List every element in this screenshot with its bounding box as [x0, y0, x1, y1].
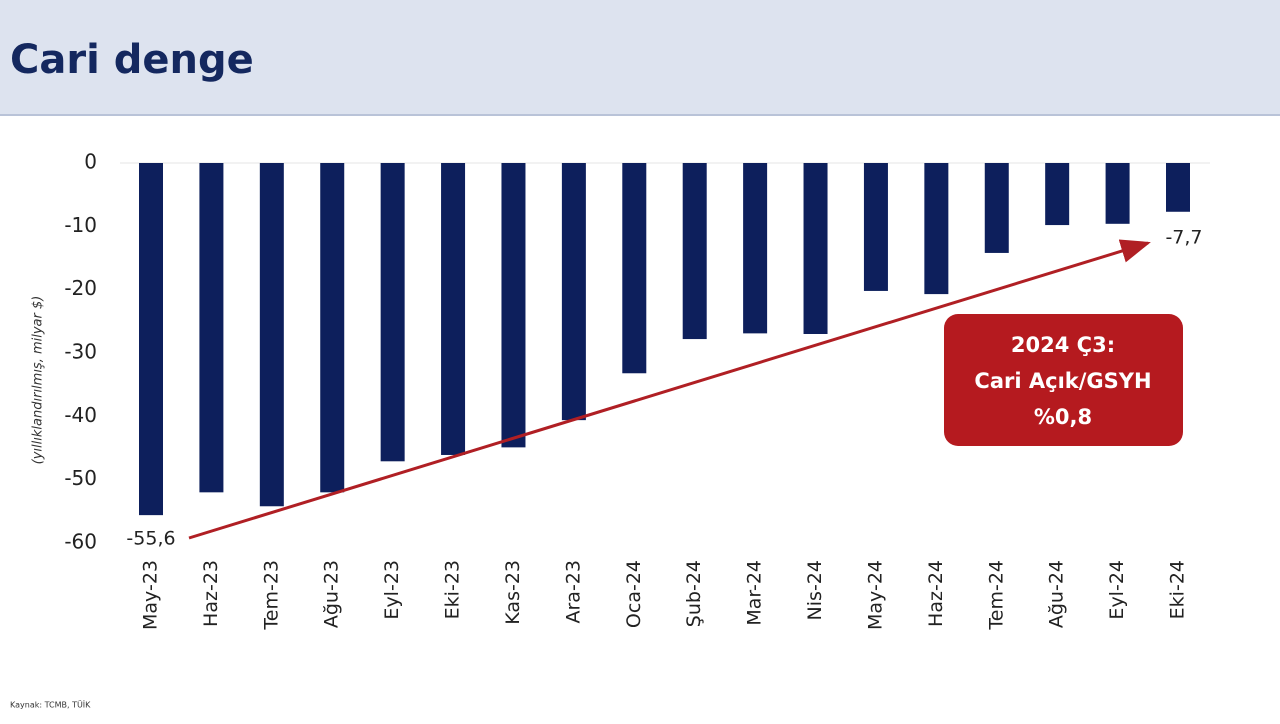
x-tick-label: Eki-24 — [1167, 560, 1189, 619]
bar — [1105, 163, 1130, 224]
bar — [622, 163, 647, 374]
chart-title: Cari denge — [10, 37, 254, 83]
data-label: -55,6 — [126, 528, 175, 550]
bar — [863, 163, 888, 291]
y-tick-label: -10 — [64, 213, 97, 237]
x-tick-label: May-24 — [864, 560, 886, 630]
y-axis-label: (yıllıklandırılmış, milyar $) — [31, 296, 46, 465]
x-tick-label: Ağu-23 — [321, 560, 343, 628]
x-tick-label: May-23 — [140, 560, 162, 630]
source: Kaynak: TCMB, TÜİK — [10, 700, 91, 710]
bar — [199, 163, 224, 493]
x-tick-label: Kas-23 — [502, 560, 524, 625]
x-tick-label: Haz-23 — [200, 560, 222, 627]
bar — [1166, 163, 1190, 212]
x-tick-label: Nis-24 — [804, 560, 826, 620]
bar — [320, 163, 345, 493]
x-tick-label: Oca-24 — [623, 560, 645, 628]
x-tick-label: Tem-23 — [260, 560, 282, 631]
bar — [259, 163, 284, 507]
bar — [803, 163, 828, 334]
bar — [380, 163, 405, 462]
y-tick-label: 0 — [84, 150, 97, 174]
bar — [743, 163, 768, 334]
annotation-text: Cari Açık/GSYH — [974, 369, 1151, 393]
annotation-box — [944, 314, 1183, 446]
bar — [441, 163, 466, 455]
bar — [139, 163, 163, 516]
x-tick-label: Şub-24 — [683, 560, 705, 627]
x-tick-label: Eyl-23 — [381, 560, 403, 620]
y-tick-label: -50 — [64, 466, 97, 490]
bar — [984, 163, 1009, 253]
y-tick-label: -60 — [64, 530, 97, 554]
bar — [682, 163, 707, 340]
x-tick-label: Eki-23 — [442, 560, 464, 619]
x-tick-label: Eyl-24 — [1106, 560, 1128, 620]
y-tick-label: -30 — [64, 340, 97, 364]
annotation-text: 2024 Ç3: — [1011, 333, 1115, 357]
x-tick-label: Haz-24 — [925, 560, 947, 627]
x-tick-label: Tem-24 — [985, 560, 1007, 631]
data-label: -7,7 — [1165, 226, 1202, 248]
x-tick-label: Ağu-24 — [1046, 560, 1068, 628]
y-tick-label: -20 — [64, 276, 97, 300]
bar — [1045, 163, 1070, 226]
x-tick-label: Mar-24 — [744, 560, 766, 626]
annotation-text: %0,8 — [1034, 405, 1092, 429]
x-tick-label: Ara-23 — [562, 560, 584, 624]
y-tick-label: -40 — [64, 403, 97, 427]
bar — [501, 163, 526, 448]
header-band — [0, 0, 1280, 115]
trend-arrow — [188, 239, 1151, 540]
bar — [561, 163, 586, 421]
bar — [924, 163, 949, 295]
